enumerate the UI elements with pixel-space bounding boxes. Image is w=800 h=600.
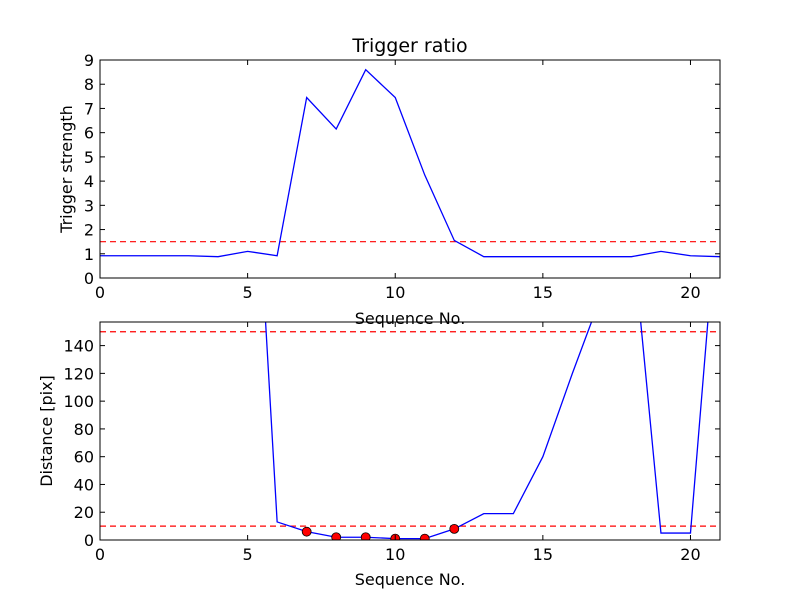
y-tick-label: 120 — [63, 364, 94, 383]
y-axis-label: Trigger strength — [57, 105, 76, 234]
y-tick-label: 20 — [74, 503, 94, 522]
y-tick-label: 0 — [84, 531, 94, 550]
axes-frame — [99, 59, 721, 279]
data-point-marker — [449, 523, 460, 534]
y-axis-label: Distance [pix] — [37, 375, 56, 487]
y-tick-label: 80 — [74, 420, 94, 439]
data-point-marker — [331, 532, 342, 540]
y-tick-label: 4 — [84, 172, 94, 191]
x-tick-label: 0 — [95, 545, 105, 564]
y-tick-label: 6 — [84, 124, 94, 143]
y-tick-label: 0 — [84, 269, 94, 288]
data-point-marker — [419, 533, 430, 540]
series-line — [100, 68, 720, 258]
y-tick-label: 9 — [84, 51, 94, 70]
data-point-marker — [301, 526, 312, 537]
x-tick-label: 10 — [385, 545, 405, 564]
x-tick-label: 5 — [243, 545, 253, 564]
distance-panel: 0 5 10 15 20 0 20 40 60 80 100 120 140 Sequence No. Di… — [37, 321, 721, 589]
series-line — [264, 322, 709, 540]
y-tick-label: 7 — [84, 99, 94, 118]
plot-area — [100, 322, 720, 540]
data-point-marker — [360, 532, 371, 540]
y-tick-label: 40 — [74, 475, 94, 494]
y-tick-label: 100 — [63, 392, 94, 411]
x-axis-label: Sequence No. — [355, 570, 466, 589]
y-tick-label: 140 — [63, 337, 94, 356]
x-tick-label: 15 — [533, 545, 553, 564]
y-tick-label: 1 — [84, 245, 94, 264]
x-tick-label: 15 — [533, 283, 553, 302]
x-tick-label: 0 — [95, 283, 105, 302]
y-tick-label: 2 — [84, 221, 94, 240]
x-tick-label: 5 — [243, 283, 253, 302]
x-tick-label: 10 — [385, 283, 405, 302]
x-tick-label: 20 — [680, 283, 700, 302]
y-tick-label: 8 — [84, 75, 94, 94]
plot-area — [100, 68, 720, 258]
y-tick-label: 3 — [84, 196, 94, 215]
x-tick-label: 20 — [680, 545, 700, 564]
x-axis-label: Sequence No. — [355, 309, 466, 328]
axes-frame — [99, 321, 721, 541]
y-tick-label: 5 — [84, 148, 94, 167]
chart-title: Trigger ratio — [351, 35, 467, 57]
y-tick-label: 60 — [74, 448, 94, 467]
